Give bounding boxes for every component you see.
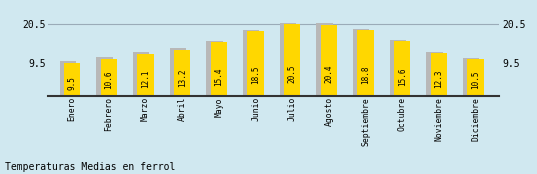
Bar bbox=[467, 59, 484, 96]
Text: 10.5: 10.5 bbox=[471, 71, 480, 89]
Bar bbox=[60, 61, 76, 96]
Bar bbox=[96, 57, 113, 96]
Bar bbox=[247, 31, 264, 96]
Text: 13.2: 13.2 bbox=[178, 69, 187, 87]
Bar bbox=[243, 30, 259, 96]
Text: 12.1: 12.1 bbox=[141, 70, 150, 88]
Bar bbox=[431, 53, 447, 96]
Text: 12.3: 12.3 bbox=[434, 69, 444, 88]
Text: 15.4: 15.4 bbox=[214, 68, 223, 86]
Bar bbox=[357, 30, 374, 96]
Bar bbox=[133, 52, 149, 96]
Bar bbox=[280, 23, 296, 96]
Bar bbox=[394, 41, 410, 96]
Bar bbox=[353, 29, 369, 96]
Bar bbox=[137, 54, 154, 96]
Bar bbox=[426, 52, 442, 96]
Bar bbox=[211, 42, 227, 96]
Bar bbox=[206, 41, 223, 96]
Text: 9.5: 9.5 bbox=[68, 76, 77, 90]
Bar bbox=[316, 23, 333, 96]
Bar bbox=[64, 63, 81, 96]
Text: 18.5: 18.5 bbox=[251, 66, 260, 84]
Text: 20.4: 20.4 bbox=[324, 64, 333, 83]
Text: 15.6: 15.6 bbox=[398, 68, 407, 86]
Bar bbox=[284, 24, 301, 96]
Bar bbox=[321, 25, 337, 96]
Text: Temperaturas Medias en ferrol: Temperaturas Medias en ferrol bbox=[5, 162, 176, 172]
Bar bbox=[170, 48, 186, 96]
Text: 10.6: 10.6 bbox=[104, 71, 113, 89]
Bar bbox=[100, 59, 117, 96]
Bar bbox=[174, 50, 191, 96]
Text: 18.8: 18.8 bbox=[361, 65, 370, 84]
Bar bbox=[463, 58, 480, 96]
Bar bbox=[389, 40, 406, 96]
Text: 20.5: 20.5 bbox=[288, 64, 297, 83]
